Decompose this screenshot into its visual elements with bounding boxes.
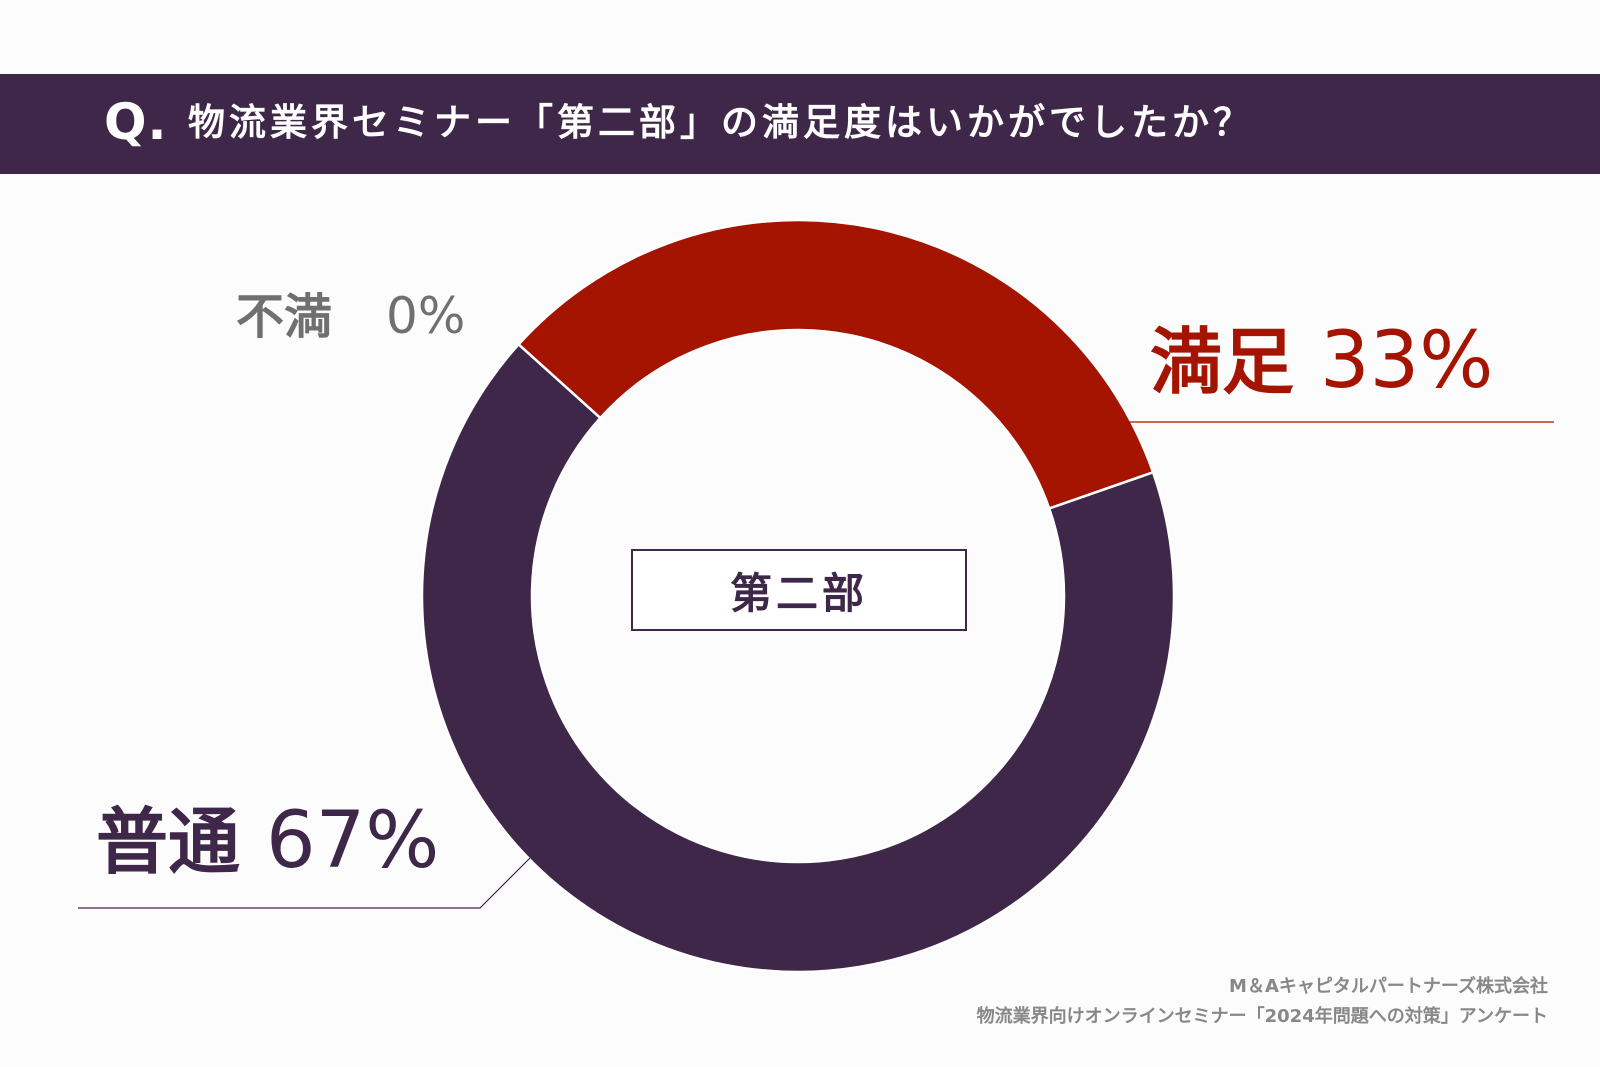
label-normal: 普通 67% [96,798,439,885]
source-survey: 物流業界向けオンラインセミナー「2024年問題への対策」アンケート [976,1006,1548,1027]
label-normal-name: 普通 [96,800,241,884]
center-label: 第二部 [729,568,868,618]
question-mark: Q. [104,93,168,151]
header-band [0,74,1600,174]
source-company: M＆Aキャピタルパートナーズ株式会社 [1229,976,1548,997]
label-satisfied-name: 満足 [1150,320,1295,404]
slice-normal [420,342,1176,974]
leader-line-normal [78,857,531,909]
label-unsatisfied: 不満 0% [236,286,465,347]
center-label-box: 第二部 [631,549,967,631]
question-title: 物流業界セミナー「第二部」の満足度はいかがでしたか？ [188,101,1254,144]
slice-satisfied [516,218,1155,511]
label-satisfied-value: 33% [1320,316,1494,406]
label-unsatisfied-name: 不満 [236,289,333,345]
label-satisfied: 満足 33% [1150,318,1493,405]
label-normal-value: 67% [266,796,440,886]
label-unsatisfied-value: 0% [386,287,466,345]
source-note: M＆Aキャピタルパートナーズ株式会社 物流業界向けオンラインセミナー「2024年… [977,972,1548,1032]
